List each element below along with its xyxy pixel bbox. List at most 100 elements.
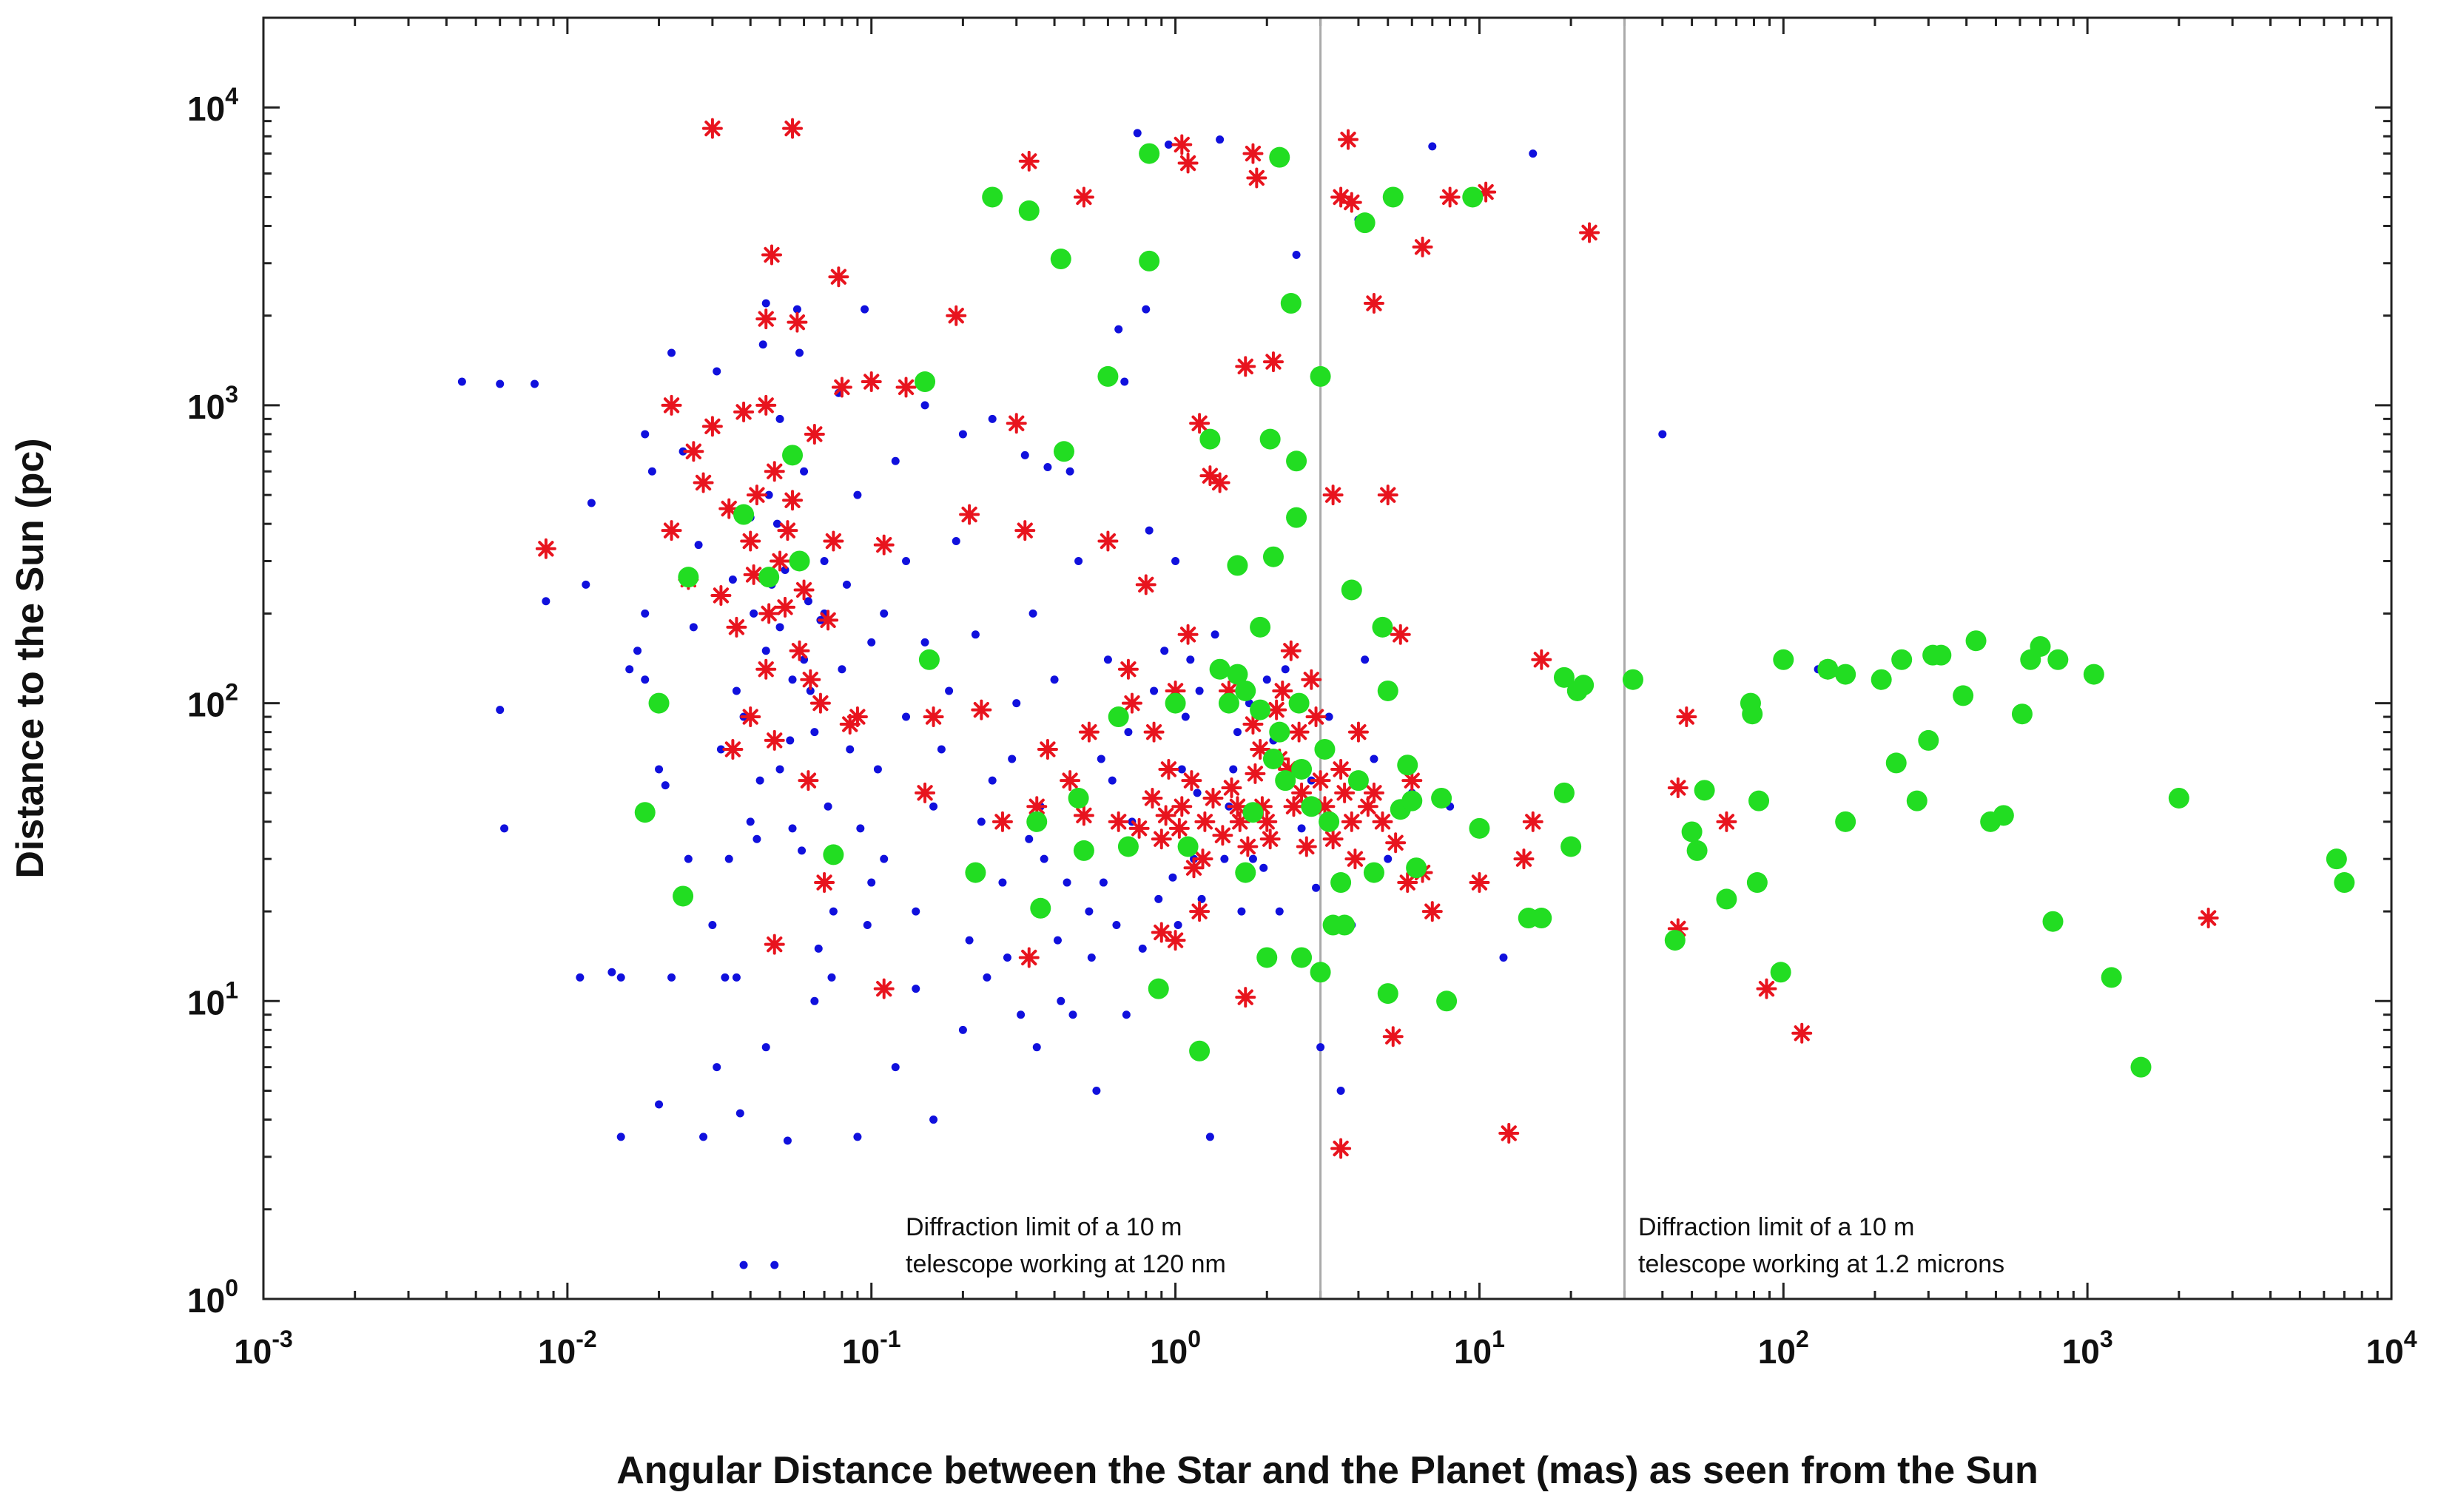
blue-dot-point [929, 1116, 938, 1124]
green-dot-point [758, 567, 780, 588]
blue-dot-point [880, 854, 889, 863]
blue-dot-point [1003, 953, 1011, 962]
green-dot-point [1301, 796, 1322, 817]
blue-dot-point [1174, 921, 1182, 930]
red-star-point [1401, 770, 1423, 792]
green-dot-point [678, 567, 699, 588]
red-star-point [1322, 828, 1344, 850]
green-dot-point [1436, 990, 1458, 1012]
blue-dot-point [1529, 149, 1538, 158]
y-tick-label: 102 [187, 679, 238, 724]
blue-dot-point [1074, 556, 1083, 565]
blue-dot-point [587, 499, 596, 507]
blue-dot-point [891, 1063, 900, 1072]
red-star-point [1363, 782, 1384, 803]
red-star-point [828, 266, 849, 288]
green-dot-point [1097, 365, 1119, 387]
blue-dot-point [1008, 755, 1017, 763]
red-star-point [701, 118, 723, 139]
red-star-point [1212, 825, 1233, 846]
annotations: Diffraction limit of a 10 m telescope wor… [906, 1213, 2004, 1278]
x-tick-label: 101 [1454, 1326, 1505, 1371]
blue-dot-point [842, 580, 851, 589]
blue-dot-point [761, 647, 770, 655]
green-dot-point [1275, 770, 1296, 792]
green-dot-point [2326, 848, 2347, 870]
blue-dot-point [1068, 1010, 1077, 1019]
red-star-point [1073, 186, 1094, 208]
green-dot-point [1288, 692, 1310, 714]
red-star-point [1227, 796, 1248, 817]
green-dot-point [982, 186, 1003, 208]
y-axis-title: Distance to the Sun (pc) [9, 438, 52, 878]
green-dot-point [1835, 664, 1856, 685]
green-dot-point [1372, 616, 1393, 638]
blue-dot-point [542, 597, 551, 606]
red-star-point [1791, 1022, 1813, 1044]
red-star-point [1256, 811, 1278, 832]
blue-dot-point [750, 609, 758, 618]
blue-dot-point [1384, 854, 1393, 863]
green-dot-point [1953, 685, 1974, 706]
blue-dot-point [735, 1109, 744, 1118]
red-star-point [755, 658, 777, 680]
red-star-point [1357, 796, 1378, 817]
red-star-point [1372, 811, 1393, 832]
blue-dot-point [775, 414, 784, 423]
x-tick-label: 103 [2062, 1326, 2113, 1371]
blue-dot-point [724, 854, 733, 863]
blue-dot-point [1020, 450, 1029, 459]
blue-dot-point [1186, 655, 1195, 664]
red-star-point [775, 596, 796, 618]
red-star-point [1522, 811, 1543, 832]
blue-dot-point [457, 377, 466, 386]
blue-dot-point [1112, 921, 1121, 930]
blue-dot-point [633, 647, 642, 655]
red-star-point [1334, 782, 1356, 803]
green-dot-point [2083, 664, 2104, 685]
blue-dot-point [824, 802, 832, 811]
red-star-point [710, 584, 732, 606]
green-dot-point [1664, 930, 1686, 951]
green-dot-point [1199, 428, 1221, 450]
green-dot-point [1291, 947, 1313, 968]
blue-dot-point [708, 921, 717, 930]
green-dot-point [1242, 802, 1264, 823]
blue-dot-point [1316, 1043, 1325, 1052]
red-star-point [839, 714, 861, 735]
blue-dot-point [929, 802, 938, 811]
blue-dot-point [786, 736, 795, 745]
blue-dot-point [1336, 1087, 1345, 1096]
plot-frame [262, 16, 2393, 1300]
red-star-point [722, 738, 744, 760]
green-dot-point [1871, 669, 1892, 690]
red-star-point [1245, 763, 1266, 784]
blue-dot-point [965, 936, 974, 945]
red-star-point [1382, 1026, 1404, 1047]
red-star-point [743, 564, 764, 585]
blue-dot-point [728, 576, 737, 584]
red-star-point [1330, 186, 1352, 208]
blue-dot-point [641, 675, 650, 684]
blue-dot-point [867, 878, 876, 887]
green-dot-point [1314, 738, 1336, 760]
red-star-point [1151, 828, 1172, 850]
red-star-point [1676, 706, 1697, 728]
blue-dot-point [1211, 630, 1219, 639]
green-dot-point [1235, 862, 1256, 883]
reference-lines [1319, 18, 1626, 1299]
red-star-point [1421, 901, 1443, 922]
red-star-point [1151, 922, 1172, 943]
tick-marks [262, 16, 2391, 1300]
green-dot-point [1885, 752, 1907, 774]
blue-dot-point [800, 467, 809, 476]
red-star-point [1288, 721, 1310, 743]
blue-dot-point [1297, 824, 1306, 833]
green-dot-point [634, 802, 656, 823]
blue-dot-point [1181, 712, 1190, 721]
red-star-point [1135, 574, 1156, 595]
red-star-point [1242, 143, 1264, 164]
blue-dot-point [920, 638, 929, 647]
blue-dot-point [755, 776, 764, 785]
blue-dot-point [1193, 789, 1202, 797]
